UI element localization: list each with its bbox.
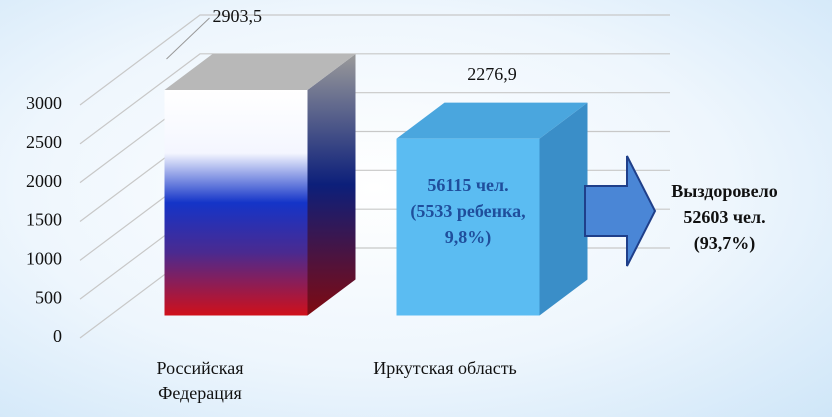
grid-line (79, 14, 670, 106)
y-tick-label: 2500 (26, 132, 62, 152)
bar-top (396, 102, 588, 139)
leader-line (166, 17, 210, 60)
y-tick-label: 1000 (26, 248, 62, 268)
y-tick-label: 3000 (26, 93, 62, 113)
bar-top (164, 53, 356, 90)
y-tick-label: 0 (53, 326, 62, 346)
bar (396, 102, 588, 316)
annotation: 56115 чел. (5533 ребенка, 9,8%) (410, 175, 526, 247)
grid-line (79, 53, 670, 145)
y-tick-label: 500 (35, 287, 62, 307)
bar-front (396, 138, 540, 316)
value-label: 2276,9 (467, 64, 517, 84)
y-tick-label: 1500 (26, 210, 62, 230)
x-tick-label: Иркутская область (373, 358, 517, 378)
annotation: Выздоровело 52603 чел. (93,7%) (671, 181, 778, 253)
bar (164, 53, 356, 316)
value-label: 2903,5 (213, 6, 263, 26)
arrow (584, 155, 657, 267)
bar-side (539, 102, 588, 316)
y-tick-label: 2000 (26, 171, 62, 191)
x-tick-label: Российская Федерация (156, 358, 244, 403)
bar-front (164, 89, 308, 316)
bar-side (307, 53, 356, 316)
